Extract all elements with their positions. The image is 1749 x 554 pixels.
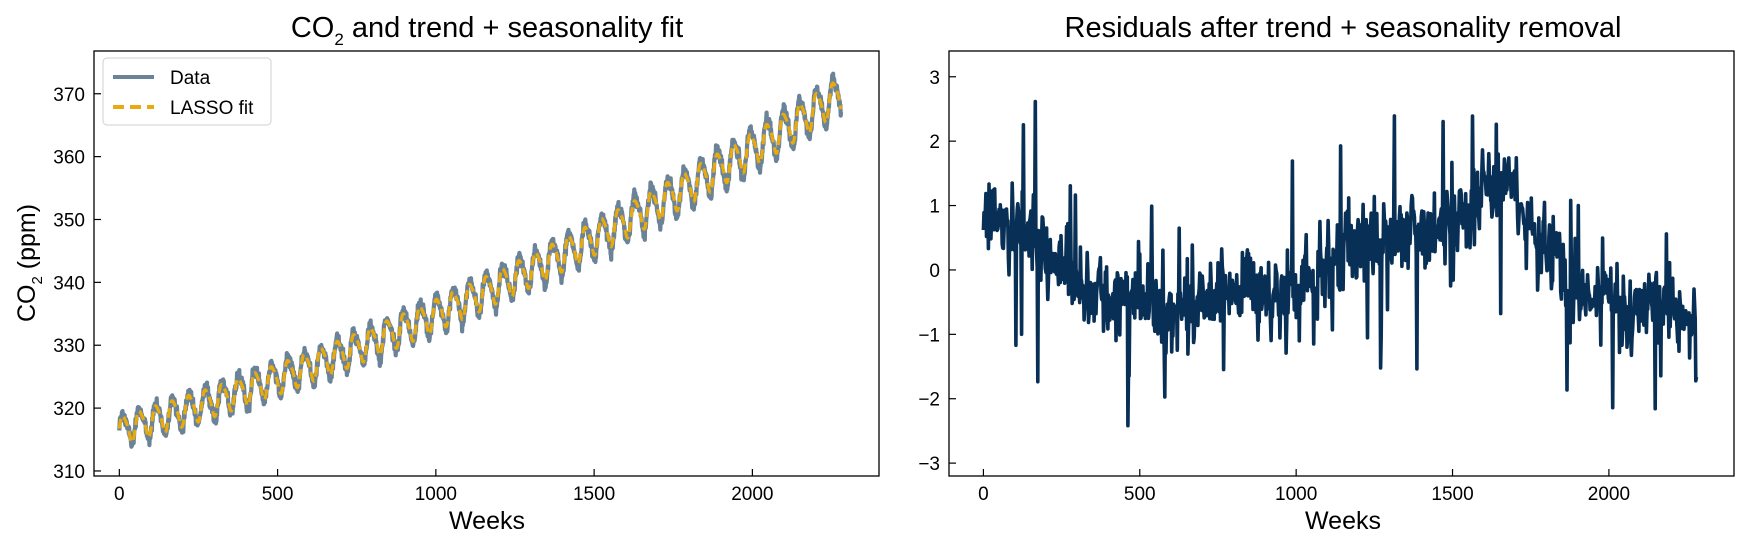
y-tick-label: 1 (929, 197, 940, 218)
y-tick-label: −2 (918, 390, 940, 411)
x-tick-label: 500 (262, 484, 294, 505)
y-tick-label: 330 (53, 336, 85, 357)
legend-fit-label: LASSO fit (170, 98, 254, 119)
x-tick-label: 1500 (573, 484, 615, 505)
y-tick-label: 360 (53, 148, 85, 169)
x-axis-label: Weeks (1305, 507, 1381, 535)
residuals-chart: Residuals after trend + seasonality remo… (918, 12, 1735, 535)
y-tick-label: 320 (53, 399, 85, 420)
x-tick-label: 500 (1124, 484, 1156, 505)
y-tick-label: 0 (929, 261, 940, 282)
co2-fit-chart: CO2 and trend + seasonality fit 0 500 1000… (13, 12, 880, 535)
chart-title: Residuals after trend + seasonality remo… (1065, 12, 1622, 44)
y-tick-group: 310 320 330 340 350 360 370 (53, 85, 101, 483)
plot-frame (93, 50, 880, 477)
data-series-line (117, 71, 844, 449)
x-tick-label: 0 (114, 484, 125, 505)
y-tick-label: 370 (53, 85, 85, 106)
x-tick-label: 1000 (1275, 484, 1317, 505)
y-tick-group: −3 −2 −1 0 1 2 3 (918, 68, 956, 475)
x-tick-group: 0 500 1000 1500 2000 (978, 469, 1630, 505)
x-tick-label: 1000 (415, 484, 457, 505)
x-axis-label: Weeks (449, 507, 525, 535)
series-layer (981, 99, 1699, 428)
y-tick-label: −3 (918, 454, 940, 475)
legend-box (102, 57, 272, 126)
x-tick-label: 2000 (1588, 484, 1630, 505)
y-tick-label: 310 (53, 462, 85, 483)
series-layer (117, 71, 844, 449)
residuals-series-line (981, 99, 1699, 428)
x-tick-label: 2000 (731, 484, 773, 505)
x-tick-group: 0 500 1000 1500 2000 (114, 469, 774, 505)
x-tick-label: 1500 (1431, 484, 1473, 505)
lasso-fit-series-line (117, 81, 843, 444)
x-tick-label: 0 (978, 484, 989, 505)
legend: Data LASSO fit (102, 57, 272, 126)
y-tick-label: 350 (53, 210, 85, 231)
y-tick-label: 340 (53, 273, 85, 294)
y-tick-label: −1 (918, 325, 940, 346)
plot-frame (948, 50, 1735, 477)
chart-title: CO2 and trend + seasonality fit (291, 12, 683, 49)
y-tick-label: 2 (929, 132, 940, 153)
y-tick-label: 3 (929, 68, 940, 89)
legend-data-label: Data (170, 68, 211, 89)
y-axis-label: CO2 (ppm) (13, 204, 46, 322)
